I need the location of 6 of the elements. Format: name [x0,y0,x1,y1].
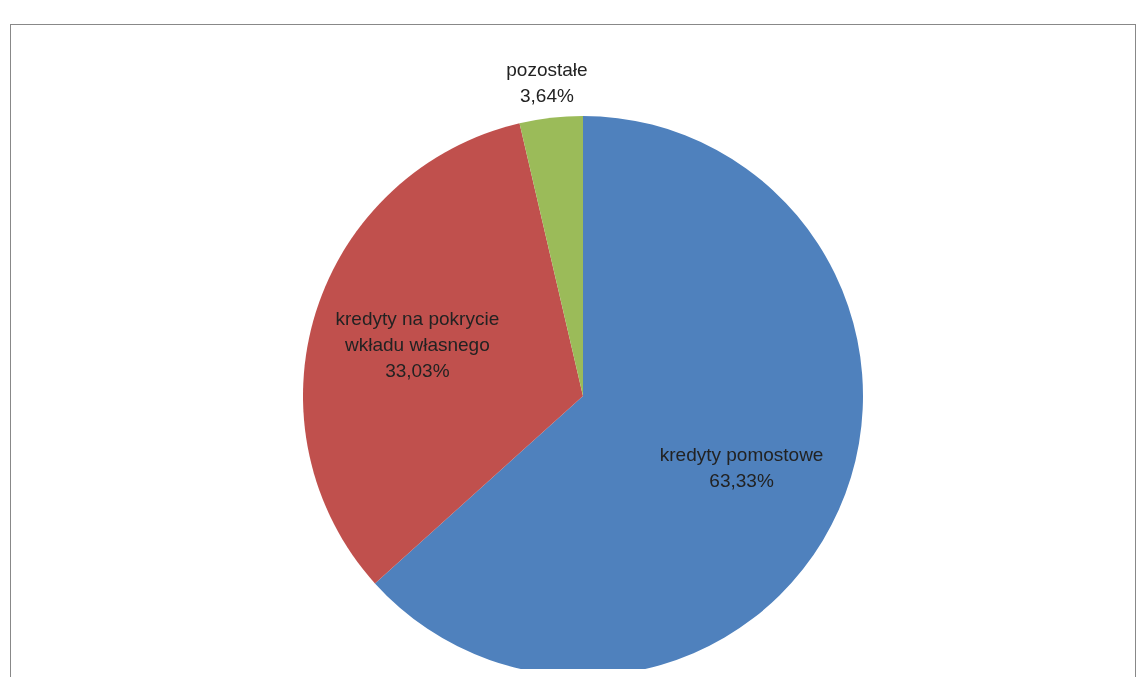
slice-label: kredyty na pokrycie wkładu własnego [335,307,500,355]
data-label: 63,33% [709,469,774,491]
data-label: 3,64% [520,84,574,106]
slice-label: kredyty pomostowe [659,443,824,465]
slice-label: pozostałe [506,58,588,80]
data-label: 33,03% [385,359,450,381]
